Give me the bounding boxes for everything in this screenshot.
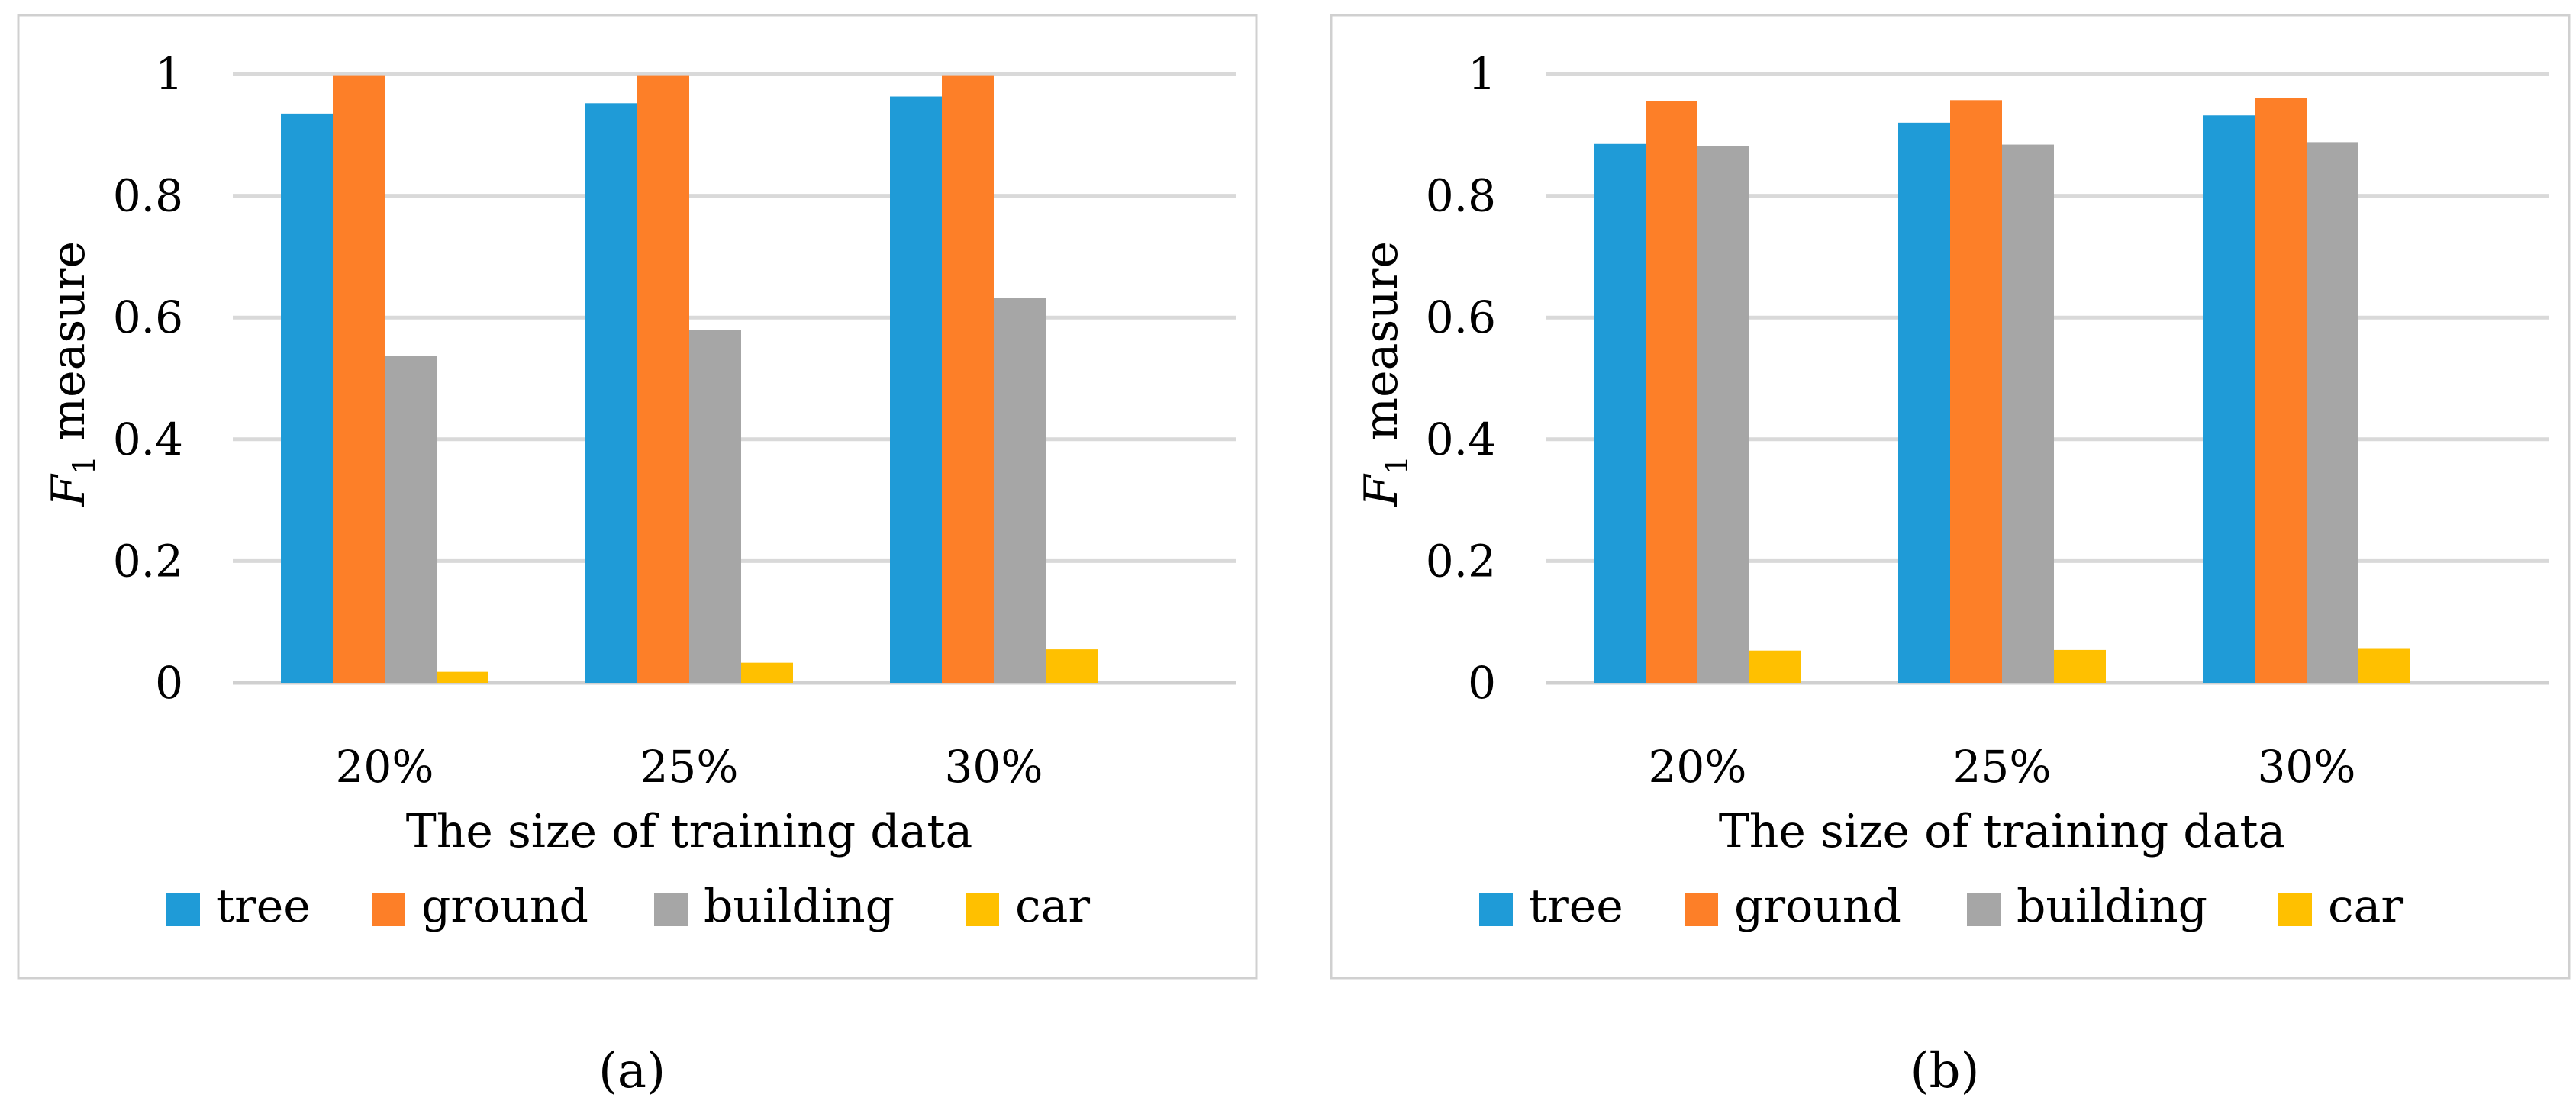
legend-swatch-car	[2278, 893, 2312, 926]
bar-building-30%	[2307, 142, 2358, 684]
y-axis-title-subscript: 1	[1380, 455, 1415, 475]
bar-tree-25%	[585, 103, 637, 683]
legend-swatch-ground	[372, 893, 405, 926]
bar-car-25%	[2054, 649, 2106, 683]
legend-swatch-building	[1967, 893, 2001, 926]
legend-label-car: car	[1015, 880, 1090, 933]
chart-panel-a: 0 0.2 0.4 0.6 0.8 1 20% 25% 30% The size of train…	[17, 14, 1258, 1099]
bar-ground-20%	[1646, 101, 1697, 683]
chart-panel-b: 0 0.2 0.4 0.6 0.8 1 20% 25% 30% The size of train…	[1330, 14, 2571, 1099]
y-axis-title: F1 measure	[42, 241, 102, 507]
x-tick-label: 25%	[640, 741, 739, 793]
legend-label-ground: ground	[1734, 880, 1901, 933]
legend-swatch-ground	[1685, 893, 1718, 926]
y-tick-label: 0.4	[1426, 414, 1496, 465]
bar-ground-30%	[942, 75, 994, 683]
legend-swatch-building	[654, 893, 688, 926]
bar-tree-30%	[2203, 115, 2255, 683]
x-tick-label: 25%	[1953, 741, 2052, 793]
bar-tree-30%	[890, 96, 942, 683]
y-tick-label: 1	[1468, 48, 1496, 100]
x-tick-label: 30%	[945, 741, 1043, 793]
legend-label-ground: ground	[421, 880, 588, 933]
bar-building-25%	[2002, 144, 2054, 683]
bar-tree-20%	[1594, 143, 1646, 683]
y-axis-title: F1 measure	[1355, 241, 1415, 507]
bar-ground-25%	[637, 75, 689, 683]
legend-swatch-tree	[1479, 893, 1513, 926]
x-tick-label: 20%	[336, 741, 434, 793]
y-tick-label: 0	[155, 657, 183, 709]
y-axis-title-rest: measure	[1355, 241, 1408, 455]
x-axis-title: The size of training data	[406, 805, 973, 858]
bar-tree-25%	[1898, 122, 1950, 684]
legend-label-building: building	[704, 880, 895, 933]
bar-ground-20%	[333, 75, 385, 683]
legend-label-tree: tree	[1529, 880, 1623, 933]
y-axis-title-main: F	[42, 473, 95, 507]
bar-building-20%	[385, 356, 437, 683]
y-tick-label: 1	[155, 48, 183, 100]
bar-building-25%	[689, 330, 741, 683]
bar-car-30%	[1046, 649, 1098, 683]
x-tick-label: 20%	[1649, 741, 1747, 793]
y-tick-label: 0.6	[113, 291, 183, 343]
bar-building-20%	[1697, 146, 1749, 683]
y-tick-label: 0	[1468, 657, 1496, 709]
bar-tree-20%	[281, 113, 333, 683]
bar-car-20%	[1749, 650, 1801, 683]
y-tick-label: 0.8	[113, 170, 183, 222]
x-axis-title: The size of training data	[1719, 805, 2286, 858]
x-tick-label: 30%	[2258, 741, 2356, 793]
legend-label-building: building	[2017, 880, 2207, 933]
legend-label-car: car	[2328, 880, 2403, 933]
y-axis-title-main: F	[1355, 473, 1408, 507]
panel-caption: (b)	[1910, 1043, 1980, 1099]
y-tick-label: 0.6	[1426, 291, 1496, 343]
legend-swatch-tree	[166, 893, 200, 926]
y-tick-label: 0.2	[1426, 535, 1496, 587]
bar-car-20%	[437, 671, 488, 683]
bar-building-30%	[994, 298, 1046, 683]
bar-ground-30%	[2255, 98, 2307, 684]
bar-car-30%	[2358, 648, 2410, 683]
y-tick-label: 0.4	[113, 414, 183, 465]
bar-car-25%	[741, 662, 793, 683]
legend-label-tree: tree	[216, 880, 311, 933]
panel-caption: (a)	[598, 1043, 666, 1099]
y-tick-label: 0.2	[113, 535, 183, 587]
y-axis-title-rest: measure	[42, 241, 95, 455]
legend-swatch-car	[966, 893, 999, 926]
y-axis-title-subscript: 1	[67, 455, 102, 475]
bar-ground-25%	[1950, 100, 2002, 684]
y-tick-label: 0.8	[1426, 170, 1496, 222]
